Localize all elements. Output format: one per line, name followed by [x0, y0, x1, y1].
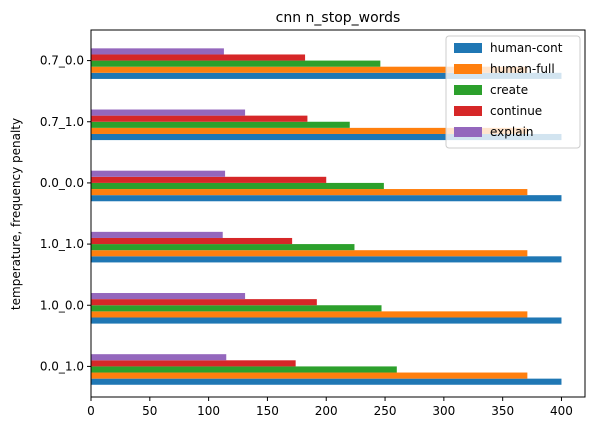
bar-create-0.0_1.0 [91, 366, 397, 373]
bar-continue-0.7_1.0 [91, 115, 308, 122]
bar-explain-0.7_1.0 [91, 109, 246, 116]
legend: human-cont human-full create continue explai… [445, 35, 581, 149]
legend-swatch-human-cont [454, 43, 482, 53]
bar-human-full-0.7_1.0 [91, 127, 528, 134]
bar-create-1.0_0.0 [91, 305, 382, 312]
bar-human-cont-1.0_0.0 [91, 317, 562, 324]
bar-continue-0.0_0.0 [91, 176, 327, 183]
bar-human-cont-1.0_1.0 [91, 256, 562, 263]
chart-title: cnn n_stop_words [276, 10, 401, 26]
bar-explain-0.7_0.0 [91, 48, 224, 55]
x-tick-label: 50 [142, 404, 157, 418]
x-tick-label: 250 [374, 404, 397, 418]
x-tick-label: 200 [315, 404, 338, 418]
y-tick-label: 0.0_0.0 [40, 176, 84, 190]
bar-human-cont-0.0_1.0 [91, 378, 562, 385]
legend-swatch-explain [454, 127, 482, 137]
bar-explain-0.0_1.0 [91, 354, 227, 361]
ticks-group: 0.0_1.0 1.0_0.0 1.0_1.0 0.0_0.0 0.7_1.0 0.7_0… [40, 54, 573, 418]
bars-group [91, 48, 562, 385]
y-tick-label: 1.0_1.0 [40, 237, 84, 251]
bar-human-cont-0.0_0.0 [91, 195, 562, 202]
bar-create-0.0_0.0 [91, 182, 384, 190]
x-tick-label: 100 [197, 404, 220, 418]
x-tick-label: 150 [256, 404, 279, 418]
legend-label-human-full: human-full [490, 62, 555, 76]
bar-continue-1.0_0.0 [91, 299, 317, 306]
legend-label-continue: continue [490, 104, 542, 118]
bar-human-cont-0.7_1.0 [91, 133, 562, 141]
bar-human-full-0.7_0.0 [91, 66, 528, 73]
legend-label-explain: explain [490, 125, 534, 139]
bar-explain-0.0_0.0 [91, 170, 226, 177]
bar-human-full-0.0_1.0 [91, 372, 528, 379]
bar-human-full-0.0_0.0 [91, 189, 528, 196]
legend-swatch-continue [454, 106, 482, 116]
bar-continue-0.0_1.0 [91, 360, 296, 367]
bar-human-cont-0.7_0.0 [91, 72, 562, 79]
y-tick-label: 0.7_0.0 [40, 54, 84, 68]
bar-continue-0.7_0.0 [91, 54, 306, 61]
bar-create-1.0_1.0 [91, 244, 355, 251]
y-tick-label: 1.0_0.0 [40, 298, 84, 312]
x-tick-label: 400 [550, 404, 573, 418]
legend-label-create: create [490, 83, 528, 97]
bar-continue-1.0_1.0 [91, 237, 293, 245]
y-axis-label: temperature, frequency penalty [9, 118, 23, 310]
bar-human-full-1.0_1.0 [91, 250, 528, 257]
legend-swatch-create [454, 85, 482, 95]
legend-label-human-cont: human-cont [490, 41, 563, 55]
y-tick-label: 0.7_1.0 [40, 115, 84, 129]
x-tick-label: 300 [432, 404, 455, 418]
bar-human-full-1.0_0.0 [91, 311, 528, 318]
legend-swatch-human-full [454, 64, 482, 74]
y-tick-label: 0.0_1.0 [40, 359, 84, 373]
x-tick-label: 0 [87, 404, 95, 418]
plot-frame [90, 29, 586, 398]
bar-explain-1.0_0.0 [91, 293, 246, 300]
bar-create-0.7_0.0 [91, 60, 381, 67]
x-tick-label: 350 [491, 404, 514, 418]
bar-explain-1.0_1.0 [91, 231, 223, 238]
bar-create-0.7_1.0 [91, 121, 350, 128]
